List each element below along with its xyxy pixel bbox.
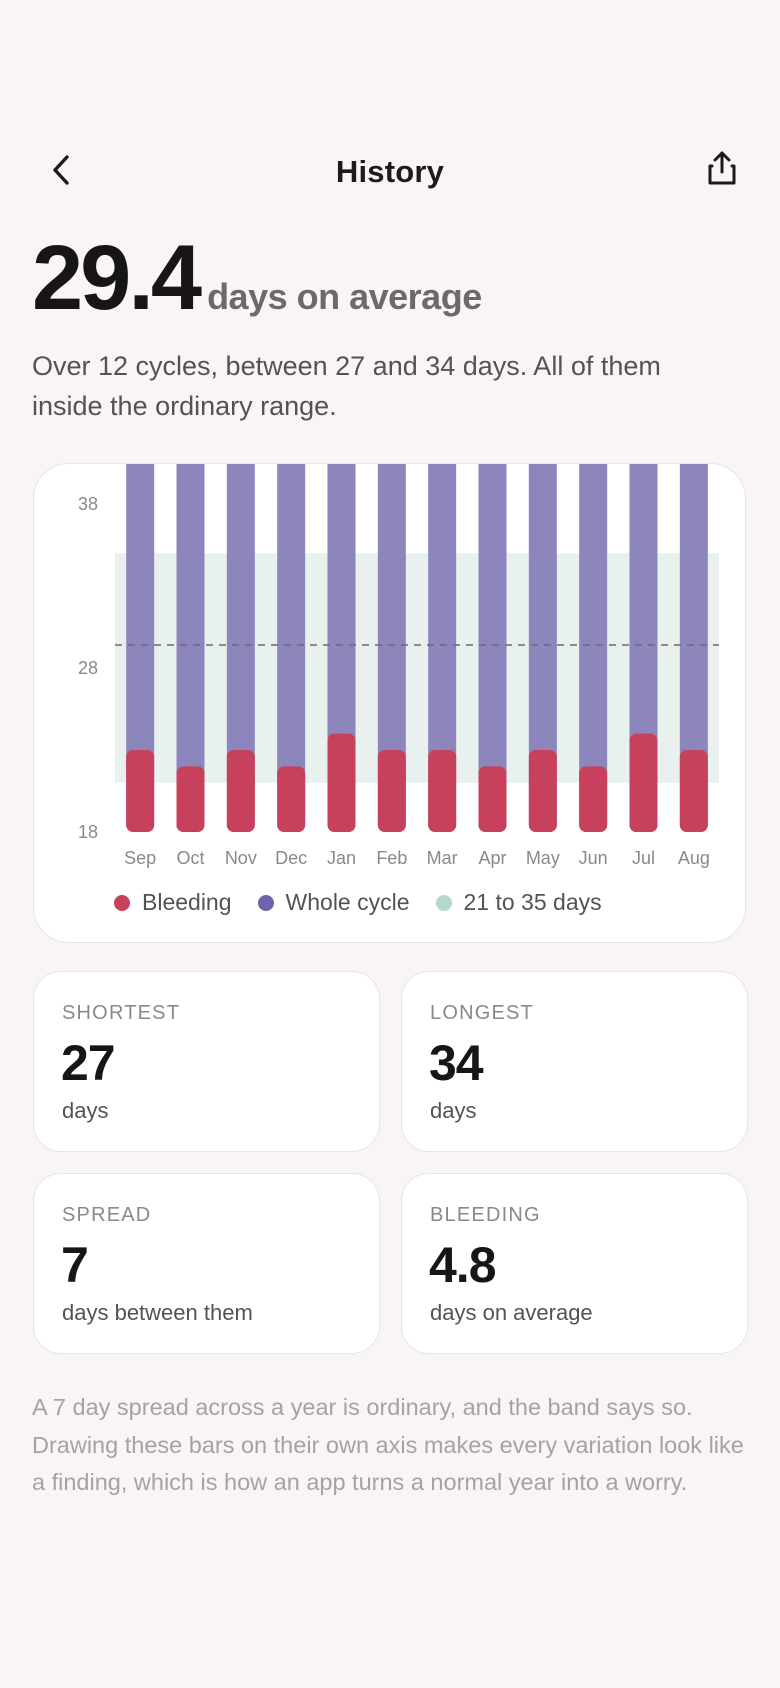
stat-unit: days	[430, 1098, 477, 1123]
stat-value: 34	[429, 1035, 484, 1091]
bar-whole-cycle	[478, 464, 507, 832]
average-unit: days on average	[207, 276, 482, 317]
x-category-label: Dec	[275, 848, 307, 868]
bar-whole-cycle	[377, 464, 406, 832]
bar-bleeding	[277, 766, 306, 832]
stat-card-longest: LONGEST 34 days	[401, 971, 748, 1152]
stat-value: 7	[61, 1237, 89, 1293]
average-value: 29.4	[32, 227, 202, 329]
x-category-label: Oct	[176, 848, 204, 868]
x-category-label: Jul	[632, 848, 655, 868]
x-category-label: Jan	[327, 848, 356, 868]
stat-unit: days on average	[430, 1300, 593, 1325]
chevron-left-icon	[53, 155, 69, 185]
y-tick-label: 18	[78, 822, 98, 842]
x-category-label: Jun	[579, 848, 608, 868]
bar-whole-cycle	[226, 464, 255, 832]
bar-bleeding	[629, 733, 658, 832]
bar-bleeding	[377, 750, 406, 832]
explanatory-note: A 7 day spread across a year is ordinary…	[32, 1394, 744, 1495]
bar-bleeding	[478, 766, 507, 832]
bar-bleeding	[126, 750, 155, 832]
stat-card-bleeding: BLEEDING 4.8 days on average	[401, 1173, 748, 1354]
legend-item-bleeding: Bleeding	[114, 889, 232, 916]
bar-bleeding	[679, 750, 708, 832]
y-tick-label: 28	[78, 658, 98, 678]
top-bar: History	[0, 140, 780, 200]
cycle-summary: Over 12 cycles, between 27 and 34 days. …	[32, 351, 661, 421]
bar-whole-cycle	[428, 464, 457, 832]
bar-whole-cycle	[679, 464, 708, 832]
stat-card-shortest: SHORTEST 27 days	[33, 971, 380, 1152]
stat-card-spread: SPREAD 7 days between them	[33, 1173, 380, 1354]
x-category-label: Aug	[678, 848, 710, 868]
page-title: History	[335, 154, 445, 189]
cycle-bar-chart: 38 28 18 Sep Oct Nov Dec Jan Feb Mar Apr May Jun Jul A…	[78, 464, 719, 868]
legend-item-whole-cycle: Whole cycle	[257, 889, 410, 916]
x-category-label: May	[526, 848, 560, 868]
bar-whole-cycle	[277, 464, 306, 832]
legend-swatch-normal-range	[435, 894, 452, 911]
bar-bleeding	[226, 750, 255, 832]
stat-value: 4.8	[429, 1237, 497, 1293]
x-category-label: Apr	[478, 848, 506, 868]
stat-label: SHORTEST	[62, 1002, 181, 1024]
bar-whole-cycle	[126, 464, 155, 832]
cycle-chart-card: 38 28 18 Sep Oct Nov Dec Jan Feb Mar Apr May Jun Jul A…	[33, 463, 746, 943]
bar-whole-cycle	[579, 464, 608, 832]
legend-label: Bleeding	[142, 889, 232, 915]
bar-bleeding	[579, 766, 608, 832]
normal-range-band	[115, 553, 719, 783]
share-button[interactable]	[702, 148, 742, 188]
legend-item-normal-range: 21 to 35 days	[435, 889, 602, 916]
stat-unit: days between them	[62, 1300, 253, 1325]
stat-value: 27	[61, 1035, 116, 1091]
bar-bleeding	[327, 733, 356, 832]
legend-swatch-bleeding	[114, 894, 130, 911]
x-category-label: Sep	[124, 848, 156, 868]
bar-bleeding	[428, 750, 457, 832]
stat-label: BLEEDING	[430, 1204, 541, 1226]
legend-label: 21 to 35 days	[463, 889, 602, 915]
chart-legend: Bleeding Whole cycle 21 to 35 days	[114, 889, 628, 916]
stat-label: SPREAD	[62, 1204, 152, 1226]
average-headline: 29.4 days on average	[32, 232, 482, 324]
bar-bleeding	[176, 766, 205, 832]
y-tick-label: 38	[78, 494, 98, 514]
bar-bleeding	[528, 750, 557, 832]
stat-unit: days	[62, 1098, 109, 1123]
x-category-label: Mar	[427, 848, 458, 868]
legend-swatch-whole-cycle	[257, 894, 274, 911]
bar-whole-cycle	[528, 464, 557, 832]
back-button[interactable]	[44, 152, 80, 188]
share-icon	[708, 151, 736, 185]
x-category-label: Nov	[225, 848, 257, 868]
x-category-label: Feb	[376, 848, 407, 868]
bar-whole-cycle	[176, 464, 205, 832]
legend-label: Whole cycle	[285, 889, 410, 915]
stat-label: LONGEST	[430, 1002, 534, 1024]
